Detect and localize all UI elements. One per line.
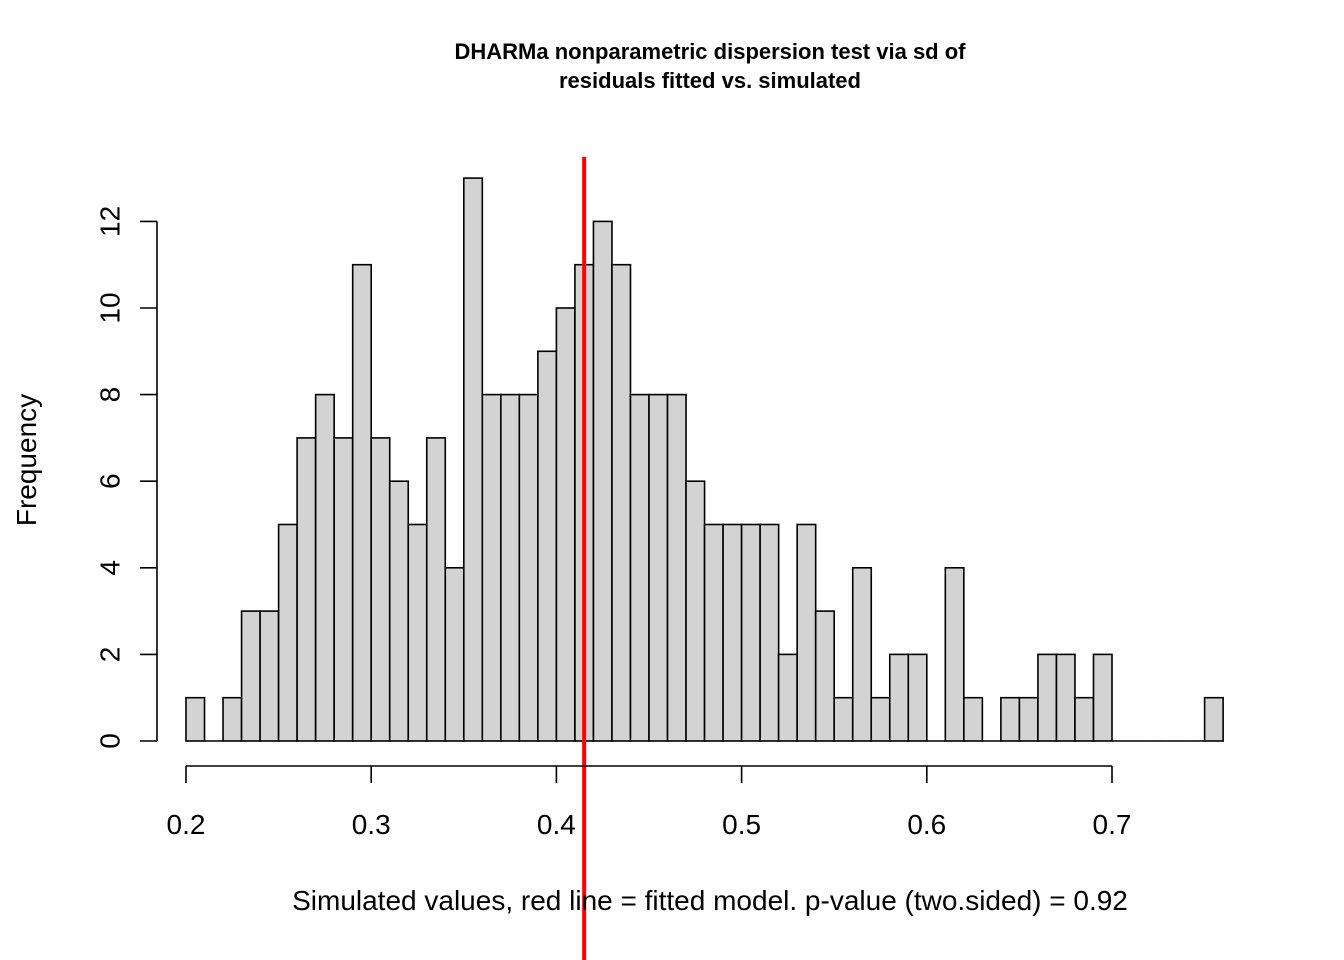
histogram-bar [944, 566, 965, 742]
chart-title-line-2: residuals fitted vs. simulated [559, 68, 861, 93]
histogram-bar [277, 523, 298, 742]
histogram-bar [888, 653, 910, 742]
histogram-bar [185, 696, 206, 742]
histogram-bar [1018, 696, 1039, 742]
histogram-bar [407, 523, 428, 742]
histogram-bar [592, 220, 613, 742]
histogram-bar [759, 523, 780, 742]
histogram-bar [351, 263, 372, 742]
x-axis: 0.2 0.3 0.4 0.5 0.6 0.7 [167, 765, 1132, 840]
histogram-bar [481, 393, 502, 742]
histogram-bar [425, 437, 447, 742]
histogram-bar [796, 523, 817, 742]
histogram-bar [814, 610, 835, 742]
histogram-bar [296, 437, 317, 742]
y-tick-label: 10 [94, 292, 125, 323]
y-axis: 0 2 4 6 8 10 12 [94, 206, 158, 749]
histogram-bar [370, 437, 391, 742]
histogram-bar [555, 307, 576, 742]
x-tick-label: 0.7 [1093, 809, 1132, 840]
histogram-bar [388, 480, 410, 742]
histogram-bar [444, 566, 465, 742]
histogram-bar [462, 177, 484, 742]
histogram-bar [1074, 696, 1095, 742]
histogram-bar [1203, 696, 1224, 742]
histogram-bar [833, 696, 854, 742]
y-axis-label: Frequency [11, 394, 42, 526]
histogram-bar [851, 566, 873, 742]
x-tick-label: 0.4 [537, 809, 576, 840]
histogram-bar [1092, 653, 1113, 742]
x-tick-label: 0.5 [722, 809, 761, 840]
histogram-bar [648, 393, 669, 742]
histogram-bar [611, 263, 632, 742]
y-tick-label: 8 [94, 387, 125, 403]
x-axis-label: Simulated values, red line = fitted mode… [292, 885, 1128, 916]
histogram-bar [629, 393, 650, 742]
histogram-bar [963, 696, 984, 742]
histogram-bar [1000, 696, 1021, 742]
histogram-bar [314, 393, 335, 742]
histogram-bar [907, 653, 928, 742]
x-tick-label: 0.2 [167, 809, 206, 840]
histogram-bar [870, 696, 891, 742]
histogram-bar [777, 653, 798, 742]
x-tick-label: 0.3 [352, 809, 391, 840]
y-tick-label: 6 [94, 473, 125, 489]
histogram-bar [1037, 653, 1058, 742]
histogram-bar [240, 610, 261, 742]
histogram-bar [259, 610, 280, 742]
y-tick-label: 0 [94, 733, 125, 749]
y-tick-label: 2 [94, 647, 125, 663]
y-tick-label: 4 [94, 560, 125, 576]
histogram-bar [333, 437, 354, 742]
y-tick-label: 12 [94, 206, 125, 237]
x-tick-label: 0.6 [907, 809, 946, 840]
histogram-bar [740, 523, 761, 742]
histogram-bar [222, 696, 243, 742]
histogram-bar [500, 393, 521, 742]
histogram-bar [537, 350, 558, 742]
histogram-bars [185, 177, 1224, 742]
chart-title-line-1: DHARMa nonparametric dispersion test via… [455, 39, 967, 64]
histogram-bar [685, 480, 706, 742]
histogram-bar [1055, 653, 1076, 742]
histogram-bar [666, 393, 687, 742]
histogram-bar [703, 523, 724, 742]
histogram-bar [518, 393, 539, 742]
histogram-bar [722, 523, 743, 742]
